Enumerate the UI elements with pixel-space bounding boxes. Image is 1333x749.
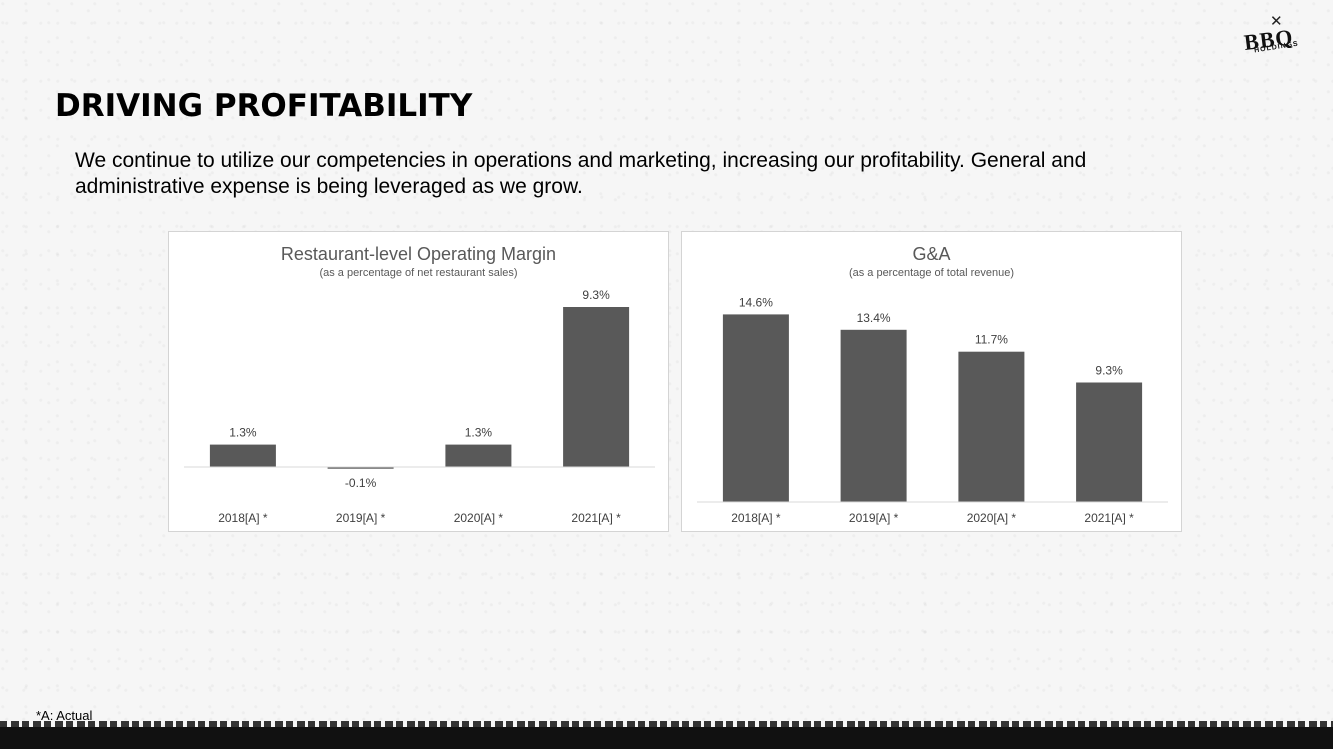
category-label: 2019[A] * [336,511,386,525]
operating-margin-chart-panel: Restaurant-level Operating Margin (as a p… [168,231,669,532]
data-label: 1.3% [229,426,257,440]
bar [958,351,1025,502]
data-label: 14.6% [739,295,773,309]
bbq-holdings-logo: ✕ BBQ HOLDINGS [1240,13,1314,60]
data-label: 9.3% [582,288,610,302]
bar [1076,382,1143,502]
bar [327,467,394,469]
chart-title: G&A [912,244,950,264]
category-label: 2021[A] * [571,511,621,525]
category-label: 2020[A] * [967,511,1017,525]
category-label: 2018[A] * [218,511,268,525]
data-label: -0.1% [345,476,377,490]
category-label: 2018[A] * [731,511,781,525]
chart-title: Restaurant-level Operating Margin [281,244,556,264]
chart-subtitle: (as a percentage of total revenue) [849,267,1014,279]
chart-subtitle: (as a percentage of net restaurant sales… [319,267,517,279]
category-label: 2020[A] * [454,511,504,525]
logo-x-mark: ✕ [1270,13,1283,30]
footnote: *A: Actual [36,708,93,723]
data-label: 9.3% [1095,364,1123,378]
g-and-a-chart: G&A (as a percentage of total revenue) 14.… [697,244,1168,525]
data-label: 1.3% [465,426,493,440]
bottom-border-band [0,721,1333,749]
data-label: 11.7% [975,333,1008,347]
page-title: DRIVING PROFITABILITY [55,88,473,124]
intro-paragraph: We continue to utilize our competencies … [75,149,1087,198]
bar [722,314,789,502]
g-and-a-chart-panel: G&A (as a percentage of total revenue) 14.… [681,231,1182,532]
category-label: 2019[A] * [849,511,899,525]
bar [563,307,630,467]
bar [209,444,276,467]
bar [840,329,907,502]
category-label: 2021[A] * [1084,511,1134,525]
bar [445,444,512,467]
data-label: 13.4% [857,311,891,325]
operating-margin-chart: Restaurant-level Operating Margin (as a p… [184,244,655,525]
